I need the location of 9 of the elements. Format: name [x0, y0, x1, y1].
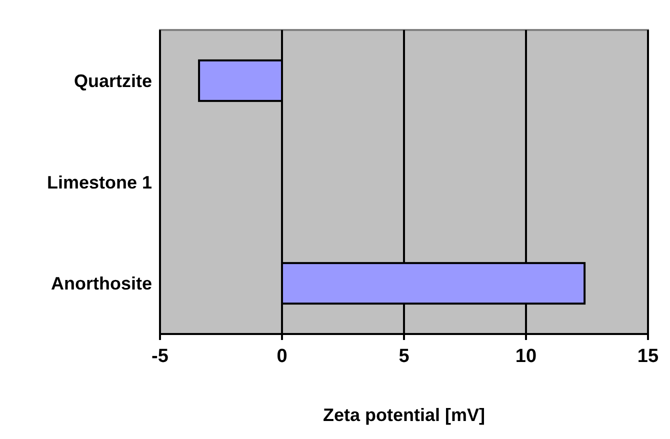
y-tick-label: Anorthosite: [51, 274, 152, 294]
x-tick-label: 10: [515, 346, 537, 367]
x-tick-label: 5: [398, 346, 410, 367]
y-tick-label: Quartzite: [74, 70, 152, 91]
x-tick-label: 0: [276, 346, 288, 367]
y-tick-label: Limestone 1: [46, 172, 152, 192]
x-axis-title: Zeta potential [mV]: [322, 405, 486, 425]
x-tick-label: -5: [152, 346, 169, 367]
x-tick-label: 15: [637, 346, 659, 367]
